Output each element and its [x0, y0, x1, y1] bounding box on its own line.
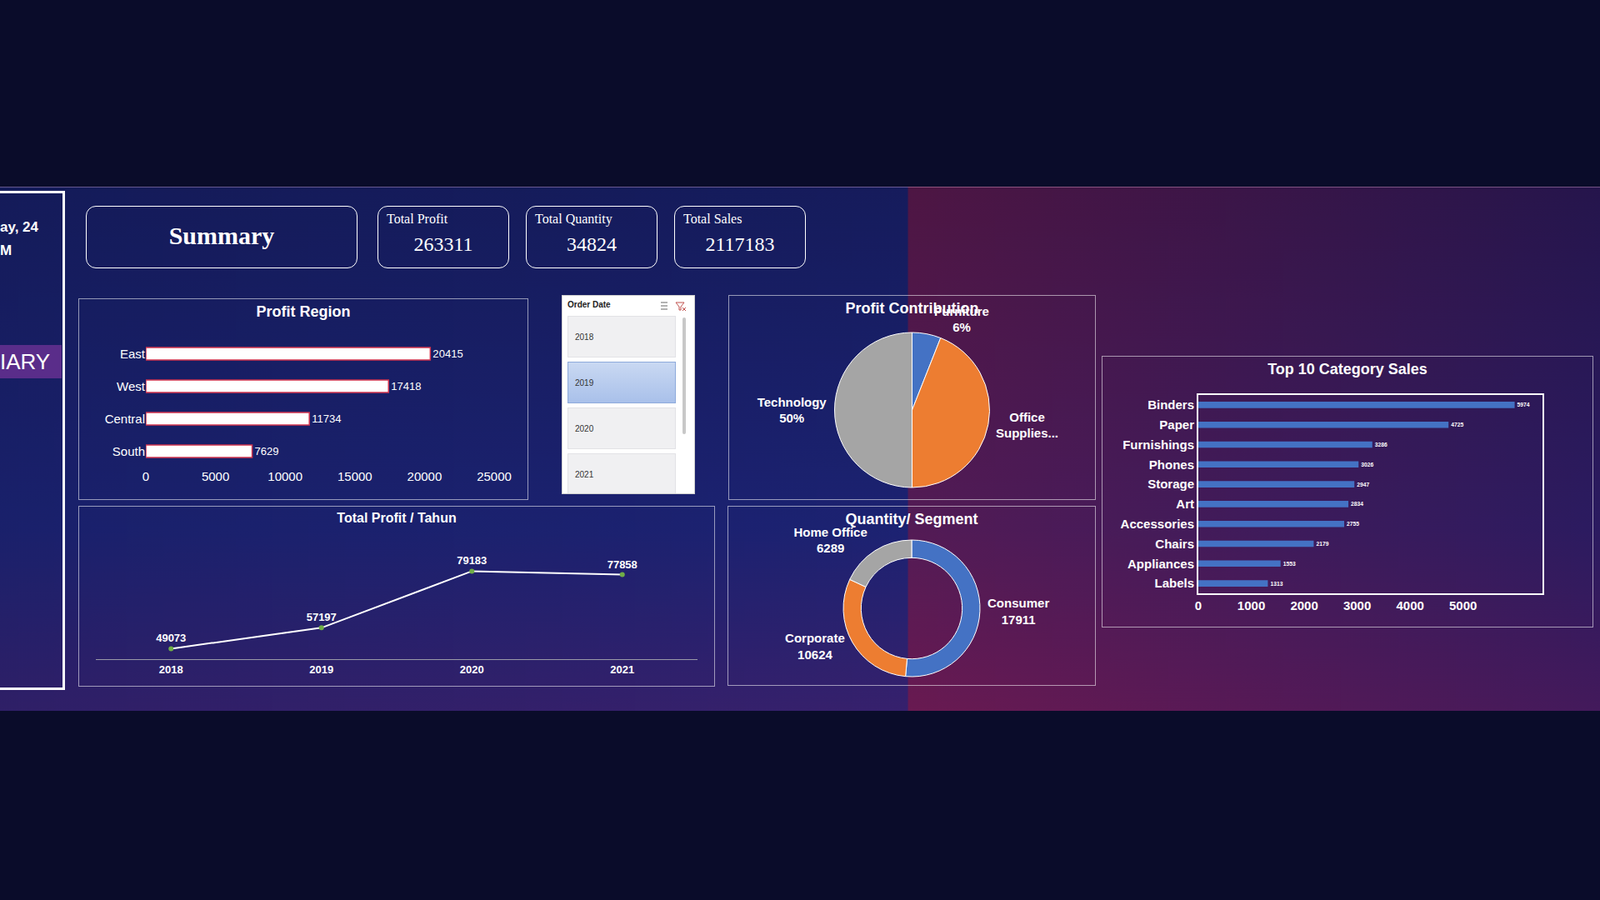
svg-text:0: 0 [142, 469, 150, 484]
svg-text:15000: 15000 [337, 469, 373, 484]
svg-text:3000: 3000 [1343, 598, 1371, 613]
html-text:ay, 24: ay, 24 [0, 219, 39, 235]
html-text:2020: 2020 [575, 424, 594, 434]
svg-text:East: East [120, 346, 146, 361]
svg-text:South: South [112, 444, 145, 459]
svg-text:Appliances: Appliances [1127, 556, 1195, 571]
svg-text:Quantity/ Segment: Quantity/ Segment [845, 510, 978, 528]
svg-text:Chairs: Chairs [1155, 536, 1195, 551]
svg-text:2019: 2019 [309, 663, 334, 676]
svg-text:49073: 49073 [155, 631, 186, 645]
svg-text:4725: 4725 [1450, 421, 1464, 428]
svg-text:Profit Contribution: Profit Contribution [845, 300, 980, 317]
svg-text:1553: 1553 [1283, 560, 1296, 567]
svg-text:2834: 2834 [1350, 500, 1364, 507]
html-text:2018: 2018 [575, 332, 594, 342]
svg-text:Furnishings: Furnishings [1122, 437, 1195, 452]
svg-text:2020: 2020 [460, 663, 485, 676]
svg-text:Central: Central [105, 411, 145, 426]
html-text:2021: 2021 [575, 470, 594, 480]
html-text:34824: 34824 [566, 233, 617, 255]
svg-text:2179: 2179 [1315, 540, 1329, 547]
svg-text:Corporate10624: Corporate10624 [785, 630, 845, 662]
svg-text:2755: 2755 [1346, 520, 1360, 527]
html-text:2117183: 2117183 [705, 233, 775, 255]
svg-text:79183: 79183 [456, 554, 487, 567]
svg-text:Storage: Storage [1147, 476, 1195, 491]
svg-text:20000: 20000 [407, 469, 443, 484]
svg-text:Binders: Binders [1147, 397, 1195, 412]
svg-text:Art: Art [1175, 496, 1195, 511]
svg-text:2947: 2947 [1356, 481, 1370, 488]
svg-text:Phones: Phones [1149, 457, 1195, 472]
svg-text:3026: 3026 [1360, 461, 1374, 468]
html-text:Total Sales: Total Sales [683, 211, 742, 226]
svg-text:Furniture6%: Furniture6% [934, 304, 990, 335]
html-text:263311: 263311 [413, 233, 473, 255]
svg-text:5000: 5000 [1449, 598, 1477, 613]
svg-text:Total Profit / Tahun: Total Profit / Tahun [336, 510, 456, 525]
svg-text:2000: 2000 [1290, 598, 1318, 613]
html-text:M: M [0, 242, 12, 259]
svg-text:11734: 11734 [311, 412, 341, 425]
html-text:IARY: IARY [0, 349, 51, 375]
svg-text:Profit Region: Profit Region [256, 303, 351, 320]
svg-text:1313: 1313 [1270, 580, 1283, 587]
svg-text:25000: 25000 [476, 469, 512, 484]
svg-text:10000: 10000 [267, 469, 303, 484]
svg-text:77858: 77858 [607, 558, 638, 571]
svg-text:0: 0 [1195, 598, 1202, 613]
html-text:2019: 2019 [575, 378, 594, 388]
svg-text:5974: 5974 [1517, 401, 1530, 408]
svg-text:OfficeSupplies...: OfficeSupplies... [995, 410, 1059, 441]
svg-text:West: West [116, 379, 146, 394]
html-text:Summary: Summary [168, 221, 275, 250]
svg-text:Consumer17911: Consumer17911 [987, 595, 1050, 627]
svg-text:Labels: Labels [1154, 575, 1195, 590]
svg-text:1000: 1000 [1237, 598, 1265, 613]
html-text:Total Profit: Total Profit [386, 211, 448, 226]
svg-text:57197: 57197 [306, 610, 337, 624]
svg-text:3286: 3286 [1375, 441, 1388, 448]
svg-text:Top 10 Category Sales: Top 10 Category Sales [1267, 360, 1428, 378]
svg-text:2021: 2021 [610, 663, 635, 676]
html-text:Total Quantity: Total Quantity [535, 211, 613, 226]
svg-text:20415: 20415 [432, 347, 463, 360]
svg-text:2018: 2018 [159, 663, 184, 676]
svg-text:7629: 7629 [255, 445, 280, 458]
svg-text:4000: 4000 [1395, 598, 1424, 613]
svg-text:5000: 5000 [201, 469, 230, 484]
svg-text:Accessories: Accessories [1120, 516, 1195, 531]
svg-text:Paper: Paper [1159, 417, 1195, 432]
svg-text:Technology50%: Technology50% [757, 395, 828, 426]
svg-text:Home Office6289: Home Office6289 [793, 525, 867, 556]
html-text:Order Date: Order Date [567, 300, 611, 310]
svg-text:17418: 17418 [390, 380, 421, 393]
